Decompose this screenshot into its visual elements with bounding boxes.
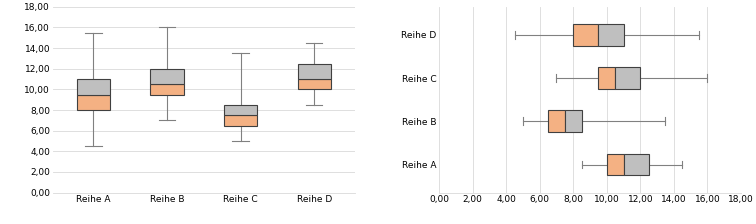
Bar bbox=[548, 110, 565, 132]
Bar bbox=[573, 24, 599, 46]
Bar bbox=[599, 67, 615, 89]
Bar bbox=[298, 64, 330, 79]
Bar bbox=[224, 105, 257, 115]
Bar bbox=[607, 154, 624, 175]
Bar bbox=[150, 84, 184, 95]
Bar bbox=[224, 115, 257, 125]
Bar bbox=[615, 67, 640, 89]
Bar bbox=[624, 154, 649, 175]
Bar bbox=[599, 24, 624, 46]
Bar bbox=[150, 69, 184, 84]
Bar bbox=[298, 79, 330, 89]
Bar bbox=[77, 79, 110, 95]
Bar bbox=[77, 95, 110, 110]
Bar bbox=[565, 110, 581, 132]
